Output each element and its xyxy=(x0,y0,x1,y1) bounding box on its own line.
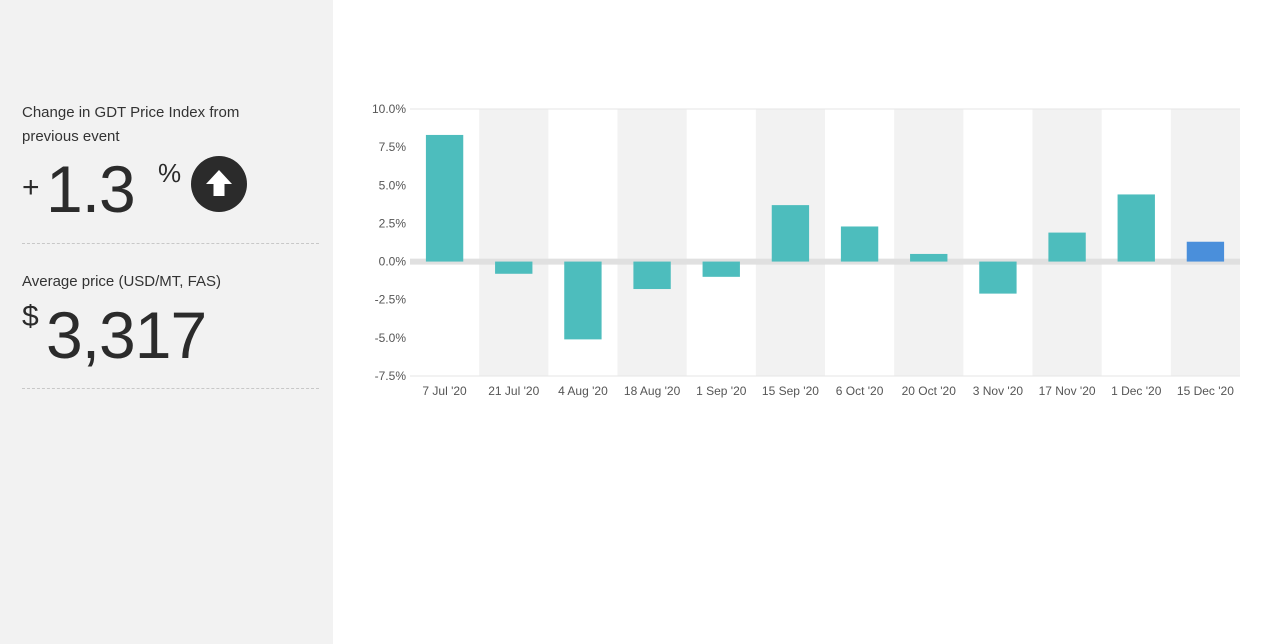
x-tick-label: 15 Dec '20 xyxy=(1177,384,1234,398)
bar xyxy=(979,261,1017,294)
y-tick-label: 10.0% xyxy=(372,102,406,116)
bar xyxy=(771,205,810,262)
bar xyxy=(910,253,948,262)
y-tick-label: 0.0% xyxy=(379,255,407,269)
change-sign: + xyxy=(22,171,40,204)
bar xyxy=(702,261,740,277)
grid-band xyxy=(617,109,687,376)
price-label: Average price (USD/MT, FAS) xyxy=(22,273,221,290)
price-index-chart: 10.0% 7.5% 5.0% 2.5% 0.0% -2.5% -5.0% -7.5% 7 Ju… xyxy=(372,102,1240,398)
bar xyxy=(1117,194,1155,262)
y-tick-label: 7.5% xyxy=(379,140,407,154)
x-tick-label: 1 Dec '20 xyxy=(1111,384,1162,398)
y-tick-label: 2.5% xyxy=(379,216,407,230)
x-tick-label: 15 Sep '20 xyxy=(762,384,819,398)
x-tick-label: 6 Oct '20 xyxy=(836,384,884,398)
divider xyxy=(22,388,319,389)
y-tick-label: -5.0% xyxy=(375,331,407,345)
arrow-up-icon xyxy=(191,156,247,212)
y-tick-label: -7.5% xyxy=(375,369,407,383)
x-tick-label: 7 Jul '20 xyxy=(422,384,467,398)
x-tick-label: 18 Aug '20 xyxy=(624,384,681,398)
grid-band xyxy=(894,109,964,376)
x-tick-label: 3 Nov '20 xyxy=(973,384,1024,398)
x-tick-label: 1 Sep '20 xyxy=(696,384,747,398)
change-value: 1.3 xyxy=(46,152,136,226)
x-tick-label: 20 Oct '20 xyxy=(902,384,957,398)
divider xyxy=(22,243,319,244)
change-label: Change in GDT Price Index from previous … xyxy=(22,104,240,145)
x-tick-label: 17 Nov '20 xyxy=(1039,384,1096,398)
bar xyxy=(1186,241,1225,262)
x-tick-label: 21 Jul '20 xyxy=(488,384,539,398)
grid-band xyxy=(479,109,549,376)
y-tick-label: -2.5% xyxy=(375,293,407,307)
bar xyxy=(1048,232,1086,262)
y-tick-label: 5.0% xyxy=(379,178,407,192)
change-unit: % xyxy=(158,158,182,188)
bar xyxy=(633,261,671,290)
bar xyxy=(840,226,879,262)
bar xyxy=(495,261,533,274)
bar xyxy=(564,261,602,340)
sidebar: Change in GDT Price Index from previous … xyxy=(0,0,333,644)
bar xyxy=(425,134,464,262)
price-currency: $ xyxy=(22,300,39,333)
x-tick-label: 4 Aug '20 xyxy=(558,384,608,398)
price-value: 3,317 xyxy=(46,298,207,372)
